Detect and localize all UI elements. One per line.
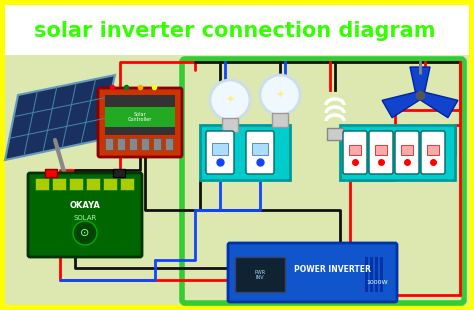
Bar: [52, 178, 66, 190]
Bar: [212, 143, 228, 155]
Text: SOLAR: SOLAR: [73, 215, 97, 221]
Bar: [117, 138, 125, 150]
Bar: [375, 257, 378, 292]
Text: 1000W: 1000W: [366, 280, 388, 285]
Bar: [252, 143, 268, 155]
Bar: [327, 128, 343, 140]
Bar: [349, 145, 361, 155]
FancyBboxPatch shape: [369, 131, 393, 174]
Bar: [35, 178, 49, 190]
Bar: [153, 138, 161, 150]
Bar: [105, 138, 113, 150]
Bar: [5, 5, 469, 55]
Text: PWR
INV: PWR INV: [255, 270, 265, 281]
FancyBboxPatch shape: [98, 88, 182, 157]
FancyBboxPatch shape: [421, 131, 445, 174]
Bar: [370, 257, 373, 292]
Circle shape: [260, 75, 300, 115]
Text: POWER INVERTER: POWER INVERTER: [294, 265, 371, 274]
FancyBboxPatch shape: [28, 173, 142, 257]
Bar: [380, 257, 383, 292]
Text: ✦: ✦: [225, 95, 235, 105]
Bar: [222, 118, 238, 132]
Bar: [235, 257, 285, 292]
Polygon shape: [410, 67, 430, 95]
Text: ⊙: ⊙: [80, 228, 90, 238]
Bar: [200, 125, 290, 180]
Bar: [103, 178, 117, 190]
FancyBboxPatch shape: [395, 131, 419, 174]
FancyBboxPatch shape: [228, 243, 397, 302]
Polygon shape: [382, 91, 422, 118]
Bar: [365, 257, 368, 292]
Bar: [375, 145, 387, 155]
Bar: [427, 145, 439, 155]
Bar: [141, 138, 149, 150]
Bar: [165, 138, 173, 150]
Circle shape: [210, 80, 250, 120]
Bar: [45, 169, 57, 177]
Bar: [5, 55, 469, 305]
Bar: [105, 107, 175, 127]
Text: ✦: ✦: [275, 90, 285, 100]
Bar: [129, 138, 137, 150]
FancyBboxPatch shape: [343, 131, 367, 174]
Bar: [340, 125, 455, 180]
Text: solar inverter connection diagram: solar inverter connection diagram: [34, 21, 436, 41]
FancyBboxPatch shape: [206, 131, 234, 174]
Bar: [105, 95, 175, 135]
Bar: [69, 178, 83, 190]
FancyBboxPatch shape: [246, 131, 274, 174]
Text: OKAYA: OKAYA: [70, 201, 100, 210]
Polygon shape: [5, 75, 115, 160]
Text: Solar
Controller: Solar Controller: [128, 112, 152, 122]
Bar: [86, 178, 100, 190]
Bar: [120, 178, 134, 190]
Polygon shape: [418, 91, 458, 118]
Bar: [272, 113, 288, 127]
FancyBboxPatch shape: [182, 59, 464, 303]
Text: ▣ YTD: ▣ YTD: [73, 192, 96, 198]
Bar: [113, 169, 125, 177]
Bar: [401, 145, 413, 155]
Circle shape: [73, 221, 97, 245]
